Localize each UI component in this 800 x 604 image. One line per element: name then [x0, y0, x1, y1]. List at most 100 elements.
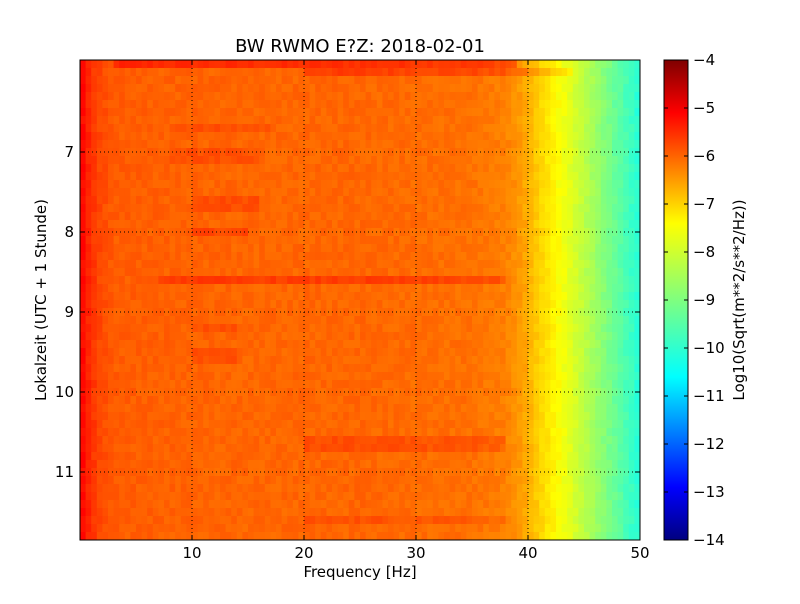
heatmap-cell — [360, 428, 367, 437]
heatmap-cell — [130, 156, 137, 165]
heatmap-cell — [382, 276, 389, 285]
heatmap-cell — [516, 260, 523, 269]
heatmap-cell — [472, 284, 479, 293]
heatmap-cell — [180, 380, 187, 389]
heatmap-cell — [382, 372, 389, 381]
heatmap-cell — [102, 148, 109, 157]
heatmap-cell — [533, 364, 540, 373]
heatmap-cell — [371, 396, 378, 405]
heatmap-cell — [147, 276, 154, 285]
heatmap-cell — [388, 372, 395, 381]
heatmap-cell — [365, 324, 372, 333]
heatmap-cell — [298, 252, 305, 261]
heatmap-cell — [248, 412, 255, 421]
heatmap-cell — [634, 196, 640, 205]
heatmap-cell — [354, 340, 361, 349]
heatmap-cell — [421, 348, 428, 357]
heatmap-cell — [169, 348, 176, 357]
heatmap-cell — [410, 116, 417, 125]
heatmap-cell — [477, 180, 484, 189]
heatmap-cell — [337, 220, 344, 229]
heatmap-cell — [248, 284, 255, 293]
heatmap-cell — [360, 100, 367, 109]
heatmap-cell — [108, 164, 115, 173]
heatmap-cell — [500, 284, 507, 293]
heatmap-cell — [169, 372, 176, 381]
heatmap-cell — [371, 444, 378, 453]
heatmap-cell — [231, 396, 238, 405]
heatmap-cell — [466, 228, 473, 237]
heatmap-cell — [203, 172, 210, 181]
heatmap-cell — [348, 444, 355, 453]
heatmap-cell — [388, 260, 395, 269]
heatmap-cell — [360, 300, 367, 309]
heatmap-cell — [147, 124, 154, 133]
heatmap-cell — [444, 276, 451, 285]
heatmap-cell — [623, 412, 630, 421]
heatmap-cell — [472, 180, 479, 189]
heatmap-cell — [180, 252, 187, 261]
heatmap-cell — [309, 116, 316, 125]
heatmap-cell — [208, 428, 215, 437]
heatmap-cell — [108, 212, 115, 221]
heatmap-cell — [578, 372, 585, 381]
heatmap-cell — [410, 60, 417, 69]
heatmap-cell — [438, 148, 445, 157]
heatmap-cell — [382, 388, 389, 397]
heatmap-cell — [119, 380, 126, 389]
heatmap-cell — [309, 188, 316, 197]
heatmap-cell — [522, 124, 529, 133]
heatmap-cell — [388, 252, 395, 261]
heatmap-cell — [584, 340, 591, 349]
heatmap-cell — [292, 372, 299, 381]
heatmap-cell — [85, 428, 92, 437]
heatmap-cell — [488, 284, 495, 293]
heatmap-cell — [309, 84, 316, 93]
heatmap-cell — [528, 260, 535, 269]
heatmap-cell — [393, 428, 400, 437]
heatmap-cell — [466, 260, 473, 269]
heatmap-cell — [287, 388, 294, 397]
heatmap-cell — [264, 212, 271, 221]
heatmap-cell — [326, 164, 333, 173]
heatmap-cell — [522, 260, 529, 269]
heatmap-cell — [578, 196, 585, 205]
heatmap-cell — [567, 356, 574, 365]
heatmap-cell — [483, 436, 490, 445]
heatmap-cell — [203, 60, 210, 69]
heatmap-cell — [388, 156, 395, 165]
heatmap-cell — [91, 164, 98, 173]
heatmap-cell — [404, 108, 411, 117]
heatmap-cell — [567, 76, 574, 85]
heatmap-cell — [595, 180, 602, 189]
heatmap-cell — [220, 340, 227, 349]
heatmap-cell — [264, 100, 271, 109]
heatmap-cell — [421, 100, 428, 109]
heatmap-cell — [96, 68, 103, 77]
heatmap-cell — [186, 372, 193, 381]
heatmap-cell — [634, 444, 640, 453]
heatmap-cell — [572, 340, 579, 349]
heatmap-cell — [623, 172, 630, 181]
heatmap-cell — [511, 324, 518, 333]
heatmap-cell — [388, 68, 395, 77]
heatmap-cell — [85, 156, 92, 165]
heatmap-cell — [270, 332, 277, 341]
heatmap-cell — [281, 132, 288, 141]
heatmap-cell — [539, 172, 546, 181]
heatmap-cell — [214, 76, 221, 85]
heatmap-cell — [634, 180, 640, 189]
heatmap-cell — [236, 340, 243, 349]
heatmap-cell — [281, 444, 288, 453]
heatmap-cell — [264, 260, 271, 269]
heatmap-cell — [483, 188, 490, 197]
heatmap-cell — [214, 164, 221, 173]
heatmap-cell — [248, 60, 255, 69]
heatmap-cell — [337, 60, 344, 69]
heatmap-cell — [404, 388, 411, 397]
heatmap-cell — [360, 420, 367, 429]
heatmap-cell — [572, 332, 579, 341]
heatmap-cell — [483, 60, 490, 69]
heatmap-cell — [292, 60, 299, 69]
heatmap-cell — [589, 188, 596, 197]
